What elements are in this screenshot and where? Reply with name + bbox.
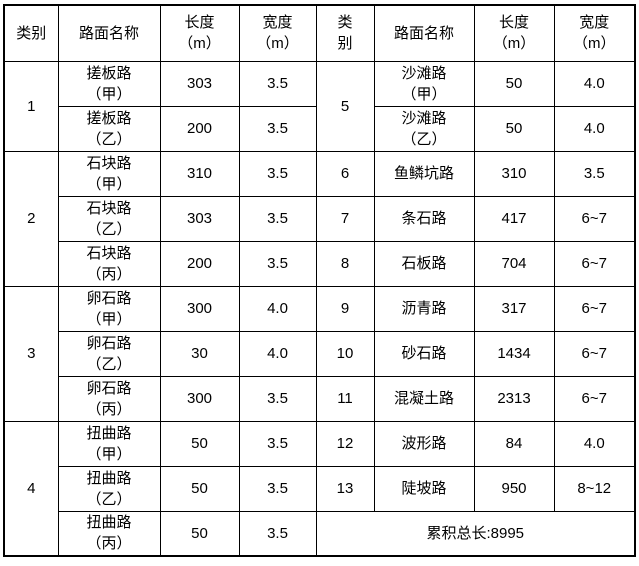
road-name-cell: 卵石路 （丙） xyxy=(57,375,161,422)
road-name-cell: 搓板路 （乙） xyxy=(57,105,161,152)
table-row: 卵石路 （乙） 30 4.0 10 砂石路 1434 6~7 xyxy=(4,330,636,377)
category-cell: 6 xyxy=(315,150,375,197)
road-name-cell: 扭曲路 （甲） xyxy=(57,420,161,467)
length-cell: 2313 xyxy=(473,375,555,422)
road-name-cell: 石块路 （乙） xyxy=(57,195,161,242)
road-name-cell: 条石路 xyxy=(373,195,475,242)
length-cell: 300 xyxy=(159,285,240,332)
width-cell: 6~7 xyxy=(553,240,636,287)
road-name-cell: 沙滩路 （甲） xyxy=(373,60,475,107)
road-name-cell: 混凝土路 xyxy=(373,375,475,422)
category-cell: 4 xyxy=(3,420,59,557)
width-cell: 6~7 xyxy=(553,285,636,332)
table-row: 2 石块路 （甲） 310 3.5 6 鱼鳞坑路 310 3.5 xyxy=(3,150,636,287)
length-cell: 50 xyxy=(473,60,555,107)
width-cell: 3.5 xyxy=(238,60,317,107)
length-cell: 317 xyxy=(473,285,555,332)
category-cell: 13 xyxy=(315,465,375,512)
width-cell: 3.5 xyxy=(238,150,317,197)
table-row: 石块路 （乙） 303 3.5 7 条石路 417 6~7 xyxy=(4,195,636,242)
length-cell: 1434 xyxy=(473,330,555,377)
width-cell: 4.0 xyxy=(238,285,317,332)
length-cell: 84 xyxy=(473,420,555,467)
width-cell: 6~7 xyxy=(553,375,636,422)
road-name-cell: 石块路 （丙） xyxy=(57,240,161,287)
table-row: 扭曲路 （丙） 50 3.5 累积总长:8995 xyxy=(4,510,636,557)
road-name-cell: 扭曲路 （乙） xyxy=(57,465,161,512)
category-cell: 3 xyxy=(3,285,59,422)
road-name-cell: 陡坡路 xyxy=(373,465,475,512)
road-name-cell: 卵石路 （乙） xyxy=(57,330,161,377)
length-cell: 200 xyxy=(159,105,240,152)
category-cell: 1 xyxy=(3,60,59,152)
road-name-cell: 石板路 xyxy=(373,240,475,287)
total-length-cell: 累积总长:8995 xyxy=(315,510,636,557)
category-cell: 11 xyxy=(315,375,375,422)
length-cell: 310 xyxy=(159,150,240,197)
table-row: 4 扭曲路 （甲） 50 3.5 12 波形路 84 4.0 xyxy=(3,420,636,557)
length-cell: 200 xyxy=(159,240,240,287)
category-cell: 12 xyxy=(315,420,375,467)
length-cell: 303 xyxy=(159,195,240,242)
table-row: 扭曲路 （乙） 50 3.5 13 陡坡路 950 8~12 xyxy=(4,465,636,512)
width-cell: 3.5 xyxy=(238,240,317,287)
column-header-length-right: 长度 （m） xyxy=(473,4,555,62)
category-cell: 5 xyxy=(315,60,375,152)
length-cell: 50 xyxy=(159,420,240,467)
category-cell: 9 xyxy=(315,285,375,332)
width-cell: 8~12 xyxy=(553,465,636,512)
length-cell: 310 xyxy=(473,150,555,197)
length-cell: 303 xyxy=(159,60,240,107)
length-cell: 950 xyxy=(473,465,555,512)
column-header-category-right: 类别 xyxy=(315,4,375,62)
header-row: 类别 路面名称 长度 （m） 宽度 （m） 类别 路面名称 长度 （m） 宽度 （m） xyxy=(3,4,636,62)
length-cell: 50 xyxy=(473,105,555,152)
category-cell: 8 xyxy=(315,240,375,287)
length-cell: 30 xyxy=(159,330,240,377)
road-name-cell: 扭曲路 （丙） xyxy=(57,510,161,557)
road-name-cell: 沙滩路 （乙） xyxy=(373,105,475,152)
length-cell: 417 xyxy=(473,195,555,242)
column-header-width-left: 宽度 （m） xyxy=(238,4,317,62)
width-cell: 6~7 xyxy=(553,195,636,242)
width-cell: 3.5 xyxy=(238,195,317,242)
category-cell: 2 xyxy=(3,150,59,287)
column-header-length-left: 长度 （m） xyxy=(159,4,240,62)
road-name-cell: 搓板路 （甲） xyxy=(57,60,161,107)
category-cell: 10 xyxy=(315,330,375,377)
width-cell: 4.0 xyxy=(238,330,317,377)
column-header-category-left: 类别 xyxy=(3,4,59,62)
road-surface-table: 类别 路面名称 长度 （m） 宽度 （m） 类别 路面名称 长度 （m） 宽度 （m） … xyxy=(3,4,636,557)
width-cell: 3.5 xyxy=(238,105,317,152)
category-cell: 7 xyxy=(315,195,375,242)
width-cell: 3.5 xyxy=(238,420,317,467)
width-cell: 3.5 xyxy=(553,150,636,197)
width-cell: 4.0 xyxy=(553,60,636,107)
column-header-width-right: 宽度 （m） xyxy=(553,4,636,62)
table-row: 石块路 （丙） 200 3.5 8 石板路 704 6~7 xyxy=(4,240,636,287)
width-cell: 3.5 xyxy=(238,465,317,512)
road-name-cell: 沥青路 xyxy=(373,285,475,332)
length-cell: 50 xyxy=(159,465,240,512)
road-name-cell: 石块路 （甲） xyxy=(57,150,161,197)
width-cell: 3.5 xyxy=(238,510,317,557)
length-cell: 300 xyxy=(159,375,240,422)
width-cell: 6~7 xyxy=(553,330,636,377)
table-row: 搓板路 （乙） 200 3.5 沙滩路 （乙） 50 4.0 xyxy=(4,105,636,152)
table-row: 1 搓板路 （甲） 303 3.5 5 沙滩路 （甲） 50 4.0 xyxy=(3,60,636,152)
width-cell: 3.5 xyxy=(238,375,317,422)
column-header-road-name-right: 路面名称 xyxy=(373,4,475,62)
width-cell: 4.0 xyxy=(553,105,636,152)
road-name-cell: 卵石路 （甲） xyxy=(57,285,161,332)
length-cell: 704 xyxy=(473,240,555,287)
road-name-cell: 鱼鳞坑路 xyxy=(373,150,475,197)
road-name-cell: 波形路 xyxy=(373,420,475,467)
table-row: 3 卵石路 （甲） 300 4.0 9 沥青路 317 6~7 xyxy=(3,285,636,422)
column-header-road-name-left: 路面名称 xyxy=(57,4,161,62)
width-cell: 4.0 xyxy=(553,420,636,467)
table-row: 卵石路 （丙） 300 3.5 11 混凝土路 2313 6~7 xyxy=(4,375,636,422)
length-cell: 50 xyxy=(159,510,240,557)
road-name-cell: 砂石路 xyxy=(373,330,475,377)
